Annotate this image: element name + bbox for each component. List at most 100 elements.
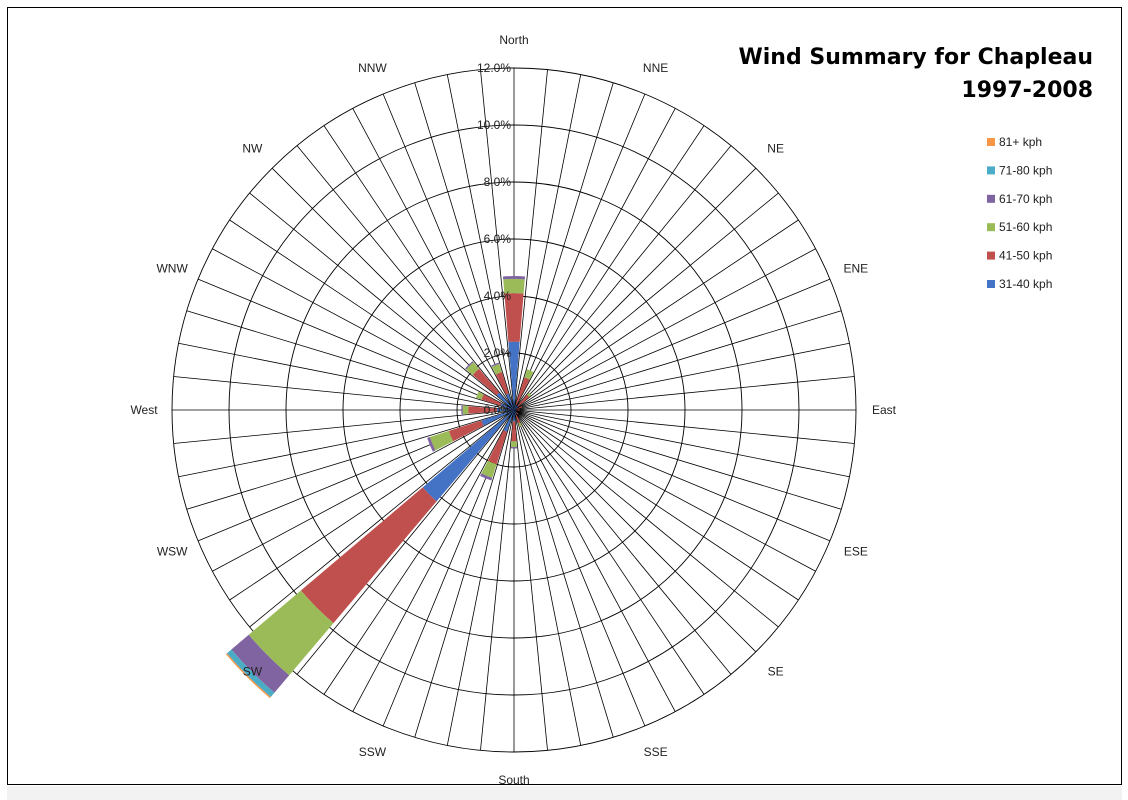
- legend-label: 51-60 kph: [999, 220, 1052, 234]
- tick-label: 2.0%: [484, 346, 512, 360]
- grid-spoke: [513, 409, 779, 628]
- bar-west-31-40-kph: [496, 408, 514, 412]
- grid-spoke: [323, 125, 515, 411]
- legend-label: 31-40 kph: [999, 277, 1052, 291]
- bar-nne-31-40-kph: [514, 404, 517, 410]
- grid-spoke: [186, 409, 515, 510]
- bar-sw-41-50-kph: [300, 487, 437, 624]
- bar-south-41-50-kph: [511, 421, 517, 442]
- grid-spoke: [382, 93, 515, 411]
- bar-sw-61-70-kph: [231, 634, 290, 693]
- grid-spoke: [352, 409, 515, 712]
- grid-spoke: [446, 74, 515, 411]
- legend-label: 71-80 kph: [999, 163, 1052, 177]
- grid-spoke: [296, 409, 515, 675]
- bar-ene-31-40-kph: [514, 408, 517, 410]
- grid-spoke: [513, 93, 646, 411]
- grid-spoke: [173, 409, 515, 444]
- grid-spoke: [414, 409, 515, 738]
- bar-nnw-51-60-kph: [491, 363, 502, 375]
- direction-label-ese: ESE: [844, 545, 868, 559]
- legend-label: 81+ kph: [999, 135, 1042, 149]
- bar-wnw-41-50-kph: [481, 394, 502, 406]
- grid-spoke: [513, 74, 582, 411]
- grid-spoke: [513, 409, 799, 601]
- legend: 81+ kph 71-80 kph 61-70 kph 51-60 kph 41-50 …: [987, 135, 1052, 291]
- bar-nnw-31-40-kph: [506, 393, 514, 410]
- bar-nnw-41-50-kph: [495, 372, 509, 395]
- bar-se-41-50-kph: [515, 411, 519, 415]
- bar-wsw-51-60-kph: [429, 430, 454, 451]
- grid-spoke: [513, 409, 816, 572]
- grid-spoke: [513, 219, 799, 411]
- grid-spoke: [513, 409, 732, 675]
- bar-south-61-70-kph: [510, 446, 518, 449]
- grid-spoke: [212, 409, 515, 572]
- radial-grid: [171, 67, 857, 753]
- grid-spoke: [178, 409, 515, 478]
- grid-spoke: [513, 409, 676, 712]
- bar-nw-51-60-kph: [466, 362, 479, 375]
- bar-sw-81-kph: [225, 653, 271, 699]
- bar-ssw-51-60-kph: [481, 460, 497, 478]
- grid-spoke: [513, 409, 842, 510]
- bar-se-31-40-kph: [514, 410, 517, 413]
- grid-spoke: [197, 278, 515, 411]
- grid-spoke: [178, 342, 515, 411]
- grid-spoke: [513, 409, 548, 751]
- bar-sw-51-60-kph: [248, 590, 334, 676]
- chart-title-line-1: Wind Summary for Chapleau: [739, 45, 1094, 70]
- bar-nw-41-50-kph: [472, 368, 500, 396]
- bar-wnw-51-60-kph: [476, 391, 484, 400]
- bar-south-51-60-kph: [510, 441, 518, 448]
- grid-spoke: [513, 409, 831, 542]
- grid-spoke: [249, 192, 515, 411]
- direction-label-nw: NW: [242, 141, 263, 155]
- legend-swatch: [987, 280, 995, 288]
- grid-spoke: [173, 376, 515, 411]
- bar-sse-51-60-kph: [518, 422, 522, 427]
- direction-labels: North NNE NE ENE East ESE SE SSE South SSW SW WSW We…: [130, 33, 896, 787]
- chart-frame: [7, 7, 1122, 785]
- bar-sse-31-40-kph: [514, 410, 517, 416]
- direction-label-north: North: [499, 33, 528, 47]
- grid-spoke: [513, 69, 548, 411]
- bar-wsw-61-70-kph: [427, 436, 436, 452]
- tick-label: 12.0%: [477, 61, 511, 75]
- grid-spoke: [513, 192, 779, 411]
- bar-sse-41-50-kph: [515, 415, 521, 424]
- tick-label: 8.0%: [484, 175, 512, 189]
- grid-spoke: [513, 145, 732, 411]
- bar-north-61-70-kph: [502, 276, 526, 280]
- grid-spoke: [352, 108, 515, 411]
- grid-spoke: [296, 145, 515, 411]
- grid-spoke: [513, 167, 757, 411]
- direction-label-sw: SW: [243, 665, 263, 679]
- grid-spoke: [229, 409, 515, 601]
- bar-south-31-40-kph: [513, 410, 515, 422]
- direction-label-ne: NE: [767, 141, 784, 155]
- grid-spoke: [513, 409, 705, 695]
- grid-spoke: [480, 69, 515, 411]
- grid-spoke: [212, 248, 515, 411]
- grid-spoke: [186, 310, 515, 411]
- bar-sw-71-80-kph: [226, 649, 275, 698]
- tick-labels: 0.0% 2.0% 4.0% 6.0% 8.0% 10.0% 12.0%: [477, 61, 511, 417]
- direction-label-ene: ENE: [843, 261, 868, 275]
- direction-label-south: South: [498, 773, 529, 787]
- bar-nnw-61-70-kph: [491, 362, 500, 367]
- legend-swatch: [987, 251, 995, 260]
- bar-east-41-50-kph: [516, 409, 520, 411]
- bar-wsw-41-50-kph: [448, 420, 484, 442]
- direction-label-sse: SSE: [644, 745, 668, 759]
- grid-spoke: [513, 409, 614, 738]
- bar-wnw-31-40-kph: [500, 403, 514, 410]
- legend-swatch: [987, 223, 995, 232]
- bar-ssw-41-50-kph: [487, 430, 508, 465]
- direction-label-west: West: [130, 403, 158, 417]
- tick-label: 4.0%: [484, 289, 512, 303]
- bar-north-31-40-kph: [508, 341, 520, 410]
- grid-spoke: [414, 82, 515, 411]
- tick-label: 6.0%: [484, 232, 512, 246]
- bar-ne-31-40-kph: [514, 405, 519, 410]
